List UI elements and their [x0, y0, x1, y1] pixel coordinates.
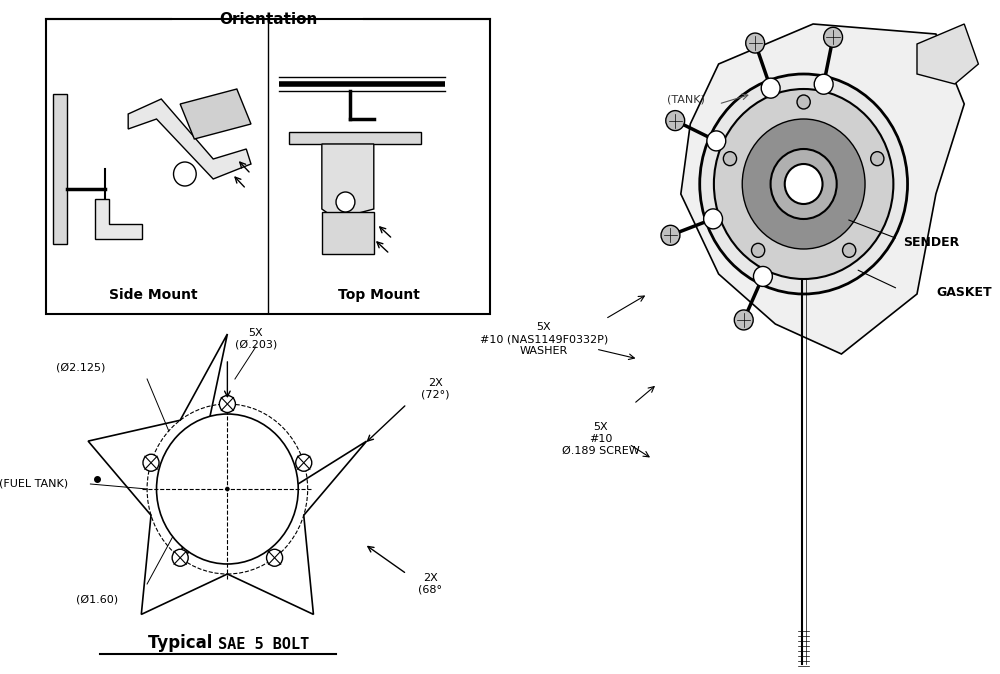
Circle shape: [871, 152, 884, 166]
Text: 5X
(Ø.203): 5X (Ø.203): [235, 328, 277, 350]
Circle shape: [157, 414, 298, 564]
Text: (TANK): (TANK): [667, 94, 704, 104]
Text: (FUEL TANK): (FUEL TANK): [0, 479, 68, 489]
Text: Typical: Typical: [148, 634, 218, 652]
Circle shape: [174, 162, 196, 186]
Text: (Ø1.60): (Ø1.60): [76, 594, 118, 604]
Circle shape: [797, 95, 810, 109]
Circle shape: [751, 243, 765, 257]
Polygon shape: [95, 199, 142, 239]
Circle shape: [219, 396, 235, 412]
Text: SAE 5 BOLT: SAE 5 BOLT: [218, 637, 309, 652]
Text: SENDER: SENDER: [903, 235, 959, 249]
Circle shape: [704, 209, 723, 229]
Circle shape: [753, 266, 772, 286]
Circle shape: [267, 549, 283, 566]
Polygon shape: [917, 24, 978, 84]
Bar: [53, 94, 67, 244]
Text: 2X
(72°): 2X (72°): [421, 378, 449, 400]
Circle shape: [714, 89, 893, 279]
Circle shape: [143, 454, 159, 471]
Circle shape: [336, 192, 355, 212]
Text: 5X
#10
Ø.189 SCREW: 5X #10 Ø.189 SCREW: [562, 423, 639, 456]
Circle shape: [700, 74, 908, 294]
Circle shape: [771, 149, 837, 219]
Circle shape: [824, 27, 843, 47]
Polygon shape: [322, 144, 374, 219]
Circle shape: [172, 549, 188, 566]
Circle shape: [742, 119, 865, 249]
Text: Side Mount: Side Mount: [109, 288, 198, 302]
Polygon shape: [180, 89, 251, 139]
Circle shape: [785, 164, 823, 204]
Bar: [46, 19, 490, 314]
Polygon shape: [128, 99, 251, 179]
Text: (Ø2.125): (Ø2.125): [56, 362, 106, 372]
Circle shape: [761, 78, 780, 98]
Circle shape: [666, 111, 685, 131]
Text: Orientation: Orientation: [219, 12, 317, 27]
Text: Top Mount: Top Mount: [338, 288, 419, 302]
Text: 5X
#10 (NAS1149F0332P)
WASHER: 5X #10 (NAS1149F0332P) WASHER: [480, 322, 608, 356]
Circle shape: [734, 310, 753, 330]
Text: 2X
(68°: 2X (68°: [418, 573, 442, 594]
Polygon shape: [88, 334, 367, 615]
Circle shape: [723, 152, 737, 166]
Circle shape: [814, 74, 833, 94]
Circle shape: [843, 243, 856, 257]
Circle shape: [746, 33, 765, 53]
Polygon shape: [681, 24, 964, 354]
Bar: [322, 212, 374, 254]
Circle shape: [296, 454, 312, 471]
Circle shape: [661, 225, 680, 245]
Bar: [289, 132, 421, 144]
Text: GASKET: GASKET: [936, 286, 992, 299]
Circle shape: [707, 131, 726, 151]
Circle shape: [225, 487, 229, 491]
